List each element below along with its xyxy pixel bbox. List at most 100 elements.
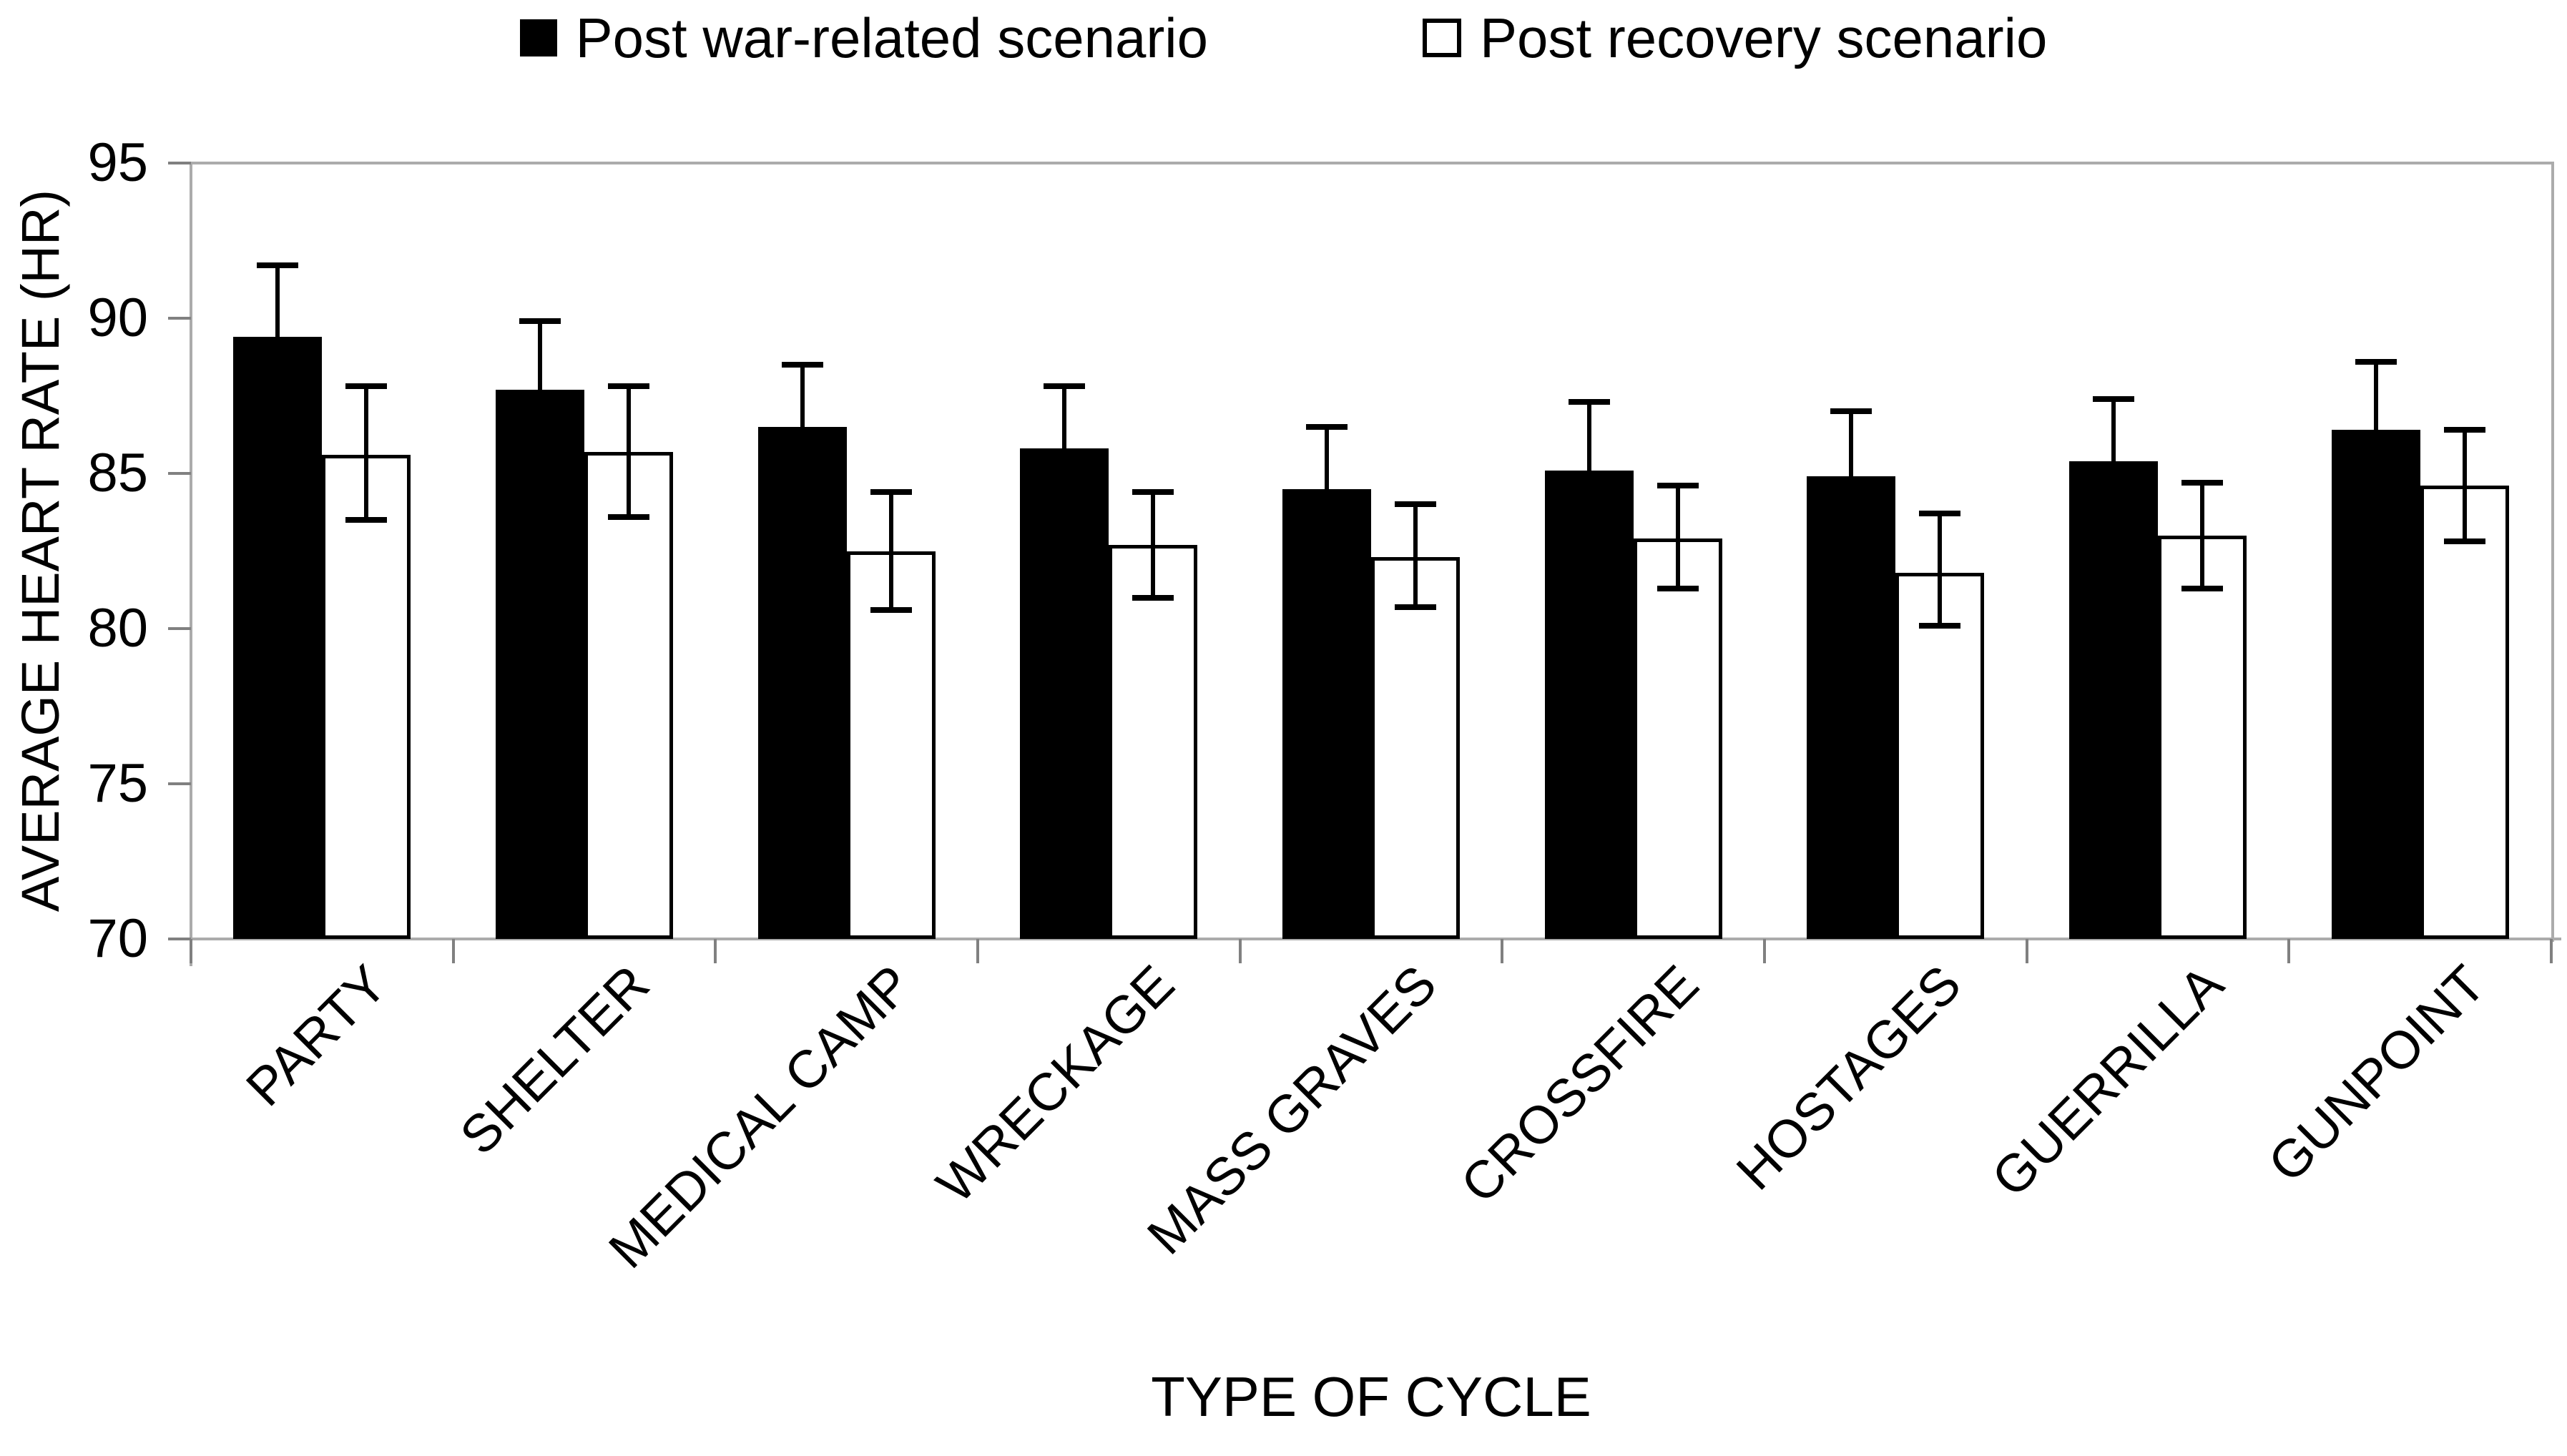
x-tick-mark <box>451 939 455 963</box>
open-square-icon <box>1423 19 1462 57</box>
x-category-label-shelter: SHELTER <box>448 953 661 1166</box>
error-cap-top-post-war-wreckage <box>1044 383 1086 390</box>
error-bar-post-war-gunpoint <box>2373 361 2378 431</box>
error-cap-top-post-war-guerrilla <box>2093 395 2134 402</box>
y-tick-mark <box>168 938 191 940</box>
bar-post-war-medical-camp <box>757 426 847 939</box>
x-category-label-crossfire: CROSSFIRE <box>1449 953 1710 1214</box>
x-tick-mark <box>2287 939 2291 963</box>
error-bar-post-recovery-hostages <box>1938 513 1943 626</box>
bar-post-war-guerrilla <box>2069 461 2158 939</box>
error-cap-bottom-post-recovery-shelter <box>608 513 649 520</box>
error-bar-post-war-crossfire <box>1586 402 1591 471</box>
error-bar-post-war-shelter <box>538 321 542 390</box>
error-cap-top-post-war-crossfire <box>1568 399 1610 405</box>
bar-post-recovery-shelter <box>584 451 673 939</box>
error-bar-post-war-hostages <box>1849 411 1854 477</box>
error-cap-bottom-post-recovery-hostages <box>1919 622 1961 629</box>
error-bar-post-recovery-party <box>364 386 369 521</box>
bar-post-recovery-mass-graves <box>1371 557 1460 939</box>
x-category-label-party: PARTY <box>235 953 398 1118</box>
error-cap-bottom-post-recovery-medical-camp <box>870 606 912 613</box>
error-cap-top-post-recovery-medical-camp <box>870 489 912 496</box>
error-cap-top-post-recovery-mass-graves <box>1395 501 1436 508</box>
x-axis-title: TYPE OF CYCLE <box>1151 1365 1591 1428</box>
error-cap-top-post-war-medical-camp <box>781 362 823 368</box>
bar-post-recovery-party <box>322 454 411 939</box>
error-cap-top-post-war-party <box>257 262 299 269</box>
bar-post-recovery-crossfire <box>1633 538 1722 939</box>
y-tick-label: 75 <box>87 753 148 814</box>
bar-post-recovery-wreckage <box>1109 544 1198 939</box>
y-tick-label: 70 <box>87 908 148 969</box>
error-bar-post-recovery-medical-camp <box>888 492 893 610</box>
error-cap-top-post-war-shelter <box>519 318 561 325</box>
y-tick-mark <box>168 472 191 475</box>
error-bar-post-recovery-guerrilla <box>2200 483 2204 589</box>
x-tick-mark <box>190 939 192 963</box>
y-tick-mark <box>168 317 191 320</box>
error-bar-post-war-guerrilla <box>2111 398 2116 461</box>
error-cap-bottom-post-recovery-crossfire <box>1656 585 1699 591</box>
error-bar-post-recovery-crossfire <box>1675 486 1680 589</box>
bar-post-war-mass-graves <box>1282 488 1371 939</box>
x-tick-mark <box>714 939 717 963</box>
y-axis-line <box>190 163 192 966</box>
y-tick-label: 95 <box>87 132 148 193</box>
x-tick-mark <box>2550 939 2553 963</box>
x-tick-mark <box>1763 939 1766 963</box>
plot-right-border <box>2551 162 2554 942</box>
error-bar-post-war-wreckage <box>1062 386 1067 449</box>
x-tick-mark <box>1501 939 1504 963</box>
legend-label-post-recovery: Post recovery scenario <box>1480 6 2048 69</box>
legend: Post war-related scenario Post recovery … <box>0 10 2567 66</box>
y-tick-mark <box>168 782 191 785</box>
x-category-label-hostages: HOSTAGES <box>1724 953 1972 1201</box>
y-tick-label: 80 <box>87 598 148 659</box>
x-tick-mark <box>2025 939 2028 963</box>
bar-post-recovery-gunpoint <box>2420 486 2509 939</box>
bar-post-war-gunpoint <box>2331 430 2420 939</box>
bar-post-recovery-medical-camp <box>846 551 936 939</box>
bar-post-war-shelter <box>496 389 584 939</box>
x-category-label-guerrilla: GUERRILLA <box>1980 953 2234 1209</box>
bar-post-recovery-hostages <box>1895 572 1985 939</box>
y-tick-label: 85 <box>87 443 148 503</box>
error-cap-top-post-recovery-gunpoint <box>2443 427 2485 433</box>
error-cap-top-post-war-mass-graves <box>1306 423 1348 430</box>
error-bar-post-recovery-wreckage <box>1151 492 1156 598</box>
error-bar-post-recovery-gunpoint <box>2462 430 2467 542</box>
plot-top-border <box>191 162 2554 164</box>
bar-post-war-crossfire <box>1544 470 1634 939</box>
error-cap-top-post-war-hostages <box>1830 408 1873 415</box>
legend-item-post-recovery: Post recovery scenario <box>1423 10 2047 66</box>
error-bar-post-war-mass-graves <box>1325 426 1329 489</box>
bar-post-war-party <box>233 337 323 939</box>
x-tick-mark <box>1238 939 1242 963</box>
legend-label-post-war: Post war-related scenario <box>575 6 1209 69</box>
error-cap-top-post-recovery-guerrilla <box>2181 480 2223 486</box>
error-cap-bottom-post-recovery-mass-graves <box>1395 604 1436 610</box>
bar-post-war-wreckage <box>1020 448 1109 939</box>
y-tick-mark <box>168 162 191 164</box>
x-axis-line <box>170 938 2561 940</box>
error-cap-bottom-post-recovery-wreckage <box>1132 594 1174 601</box>
error-bar-post-war-party <box>275 265 280 338</box>
error-cap-top-post-recovery-hostages <box>1919 511 1961 517</box>
error-cap-bottom-post-recovery-guerrilla <box>2181 585 2223 591</box>
x-category-label-gunpoint: GUNPOINT <box>2257 953 2497 1194</box>
legend-item-post-war: Post war-related scenario <box>519 6 1209 69</box>
error-bar-post-recovery-mass-graves <box>1413 504 1418 607</box>
error-cap-top-post-recovery-shelter <box>608 383 649 390</box>
error-bar-post-recovery-shelter <box>627 386 631 517</box>
error-cap-top-post-recovery-wreckage <box>1132 489 1174 496</box>
error-cap-top-post-war-gunpoint <box>2355 358 2397 365</box>
x-category-label-wreckage: WRECKAGE <box>924 953 1185 1214</box>
filled-square-icon <box>519 19 557 56</box>
error-cap-top-post-recovery-crossfire <box>1656 483 1699 489</box>
x-category-label-mass-graves: MASS GRAVES <box>1135 953 1448 1266</box>
y-tick-mark <box>168 627 191 630</box>
error-cap-bottom-post-recovery-party <box>345 517 388 523</box>
